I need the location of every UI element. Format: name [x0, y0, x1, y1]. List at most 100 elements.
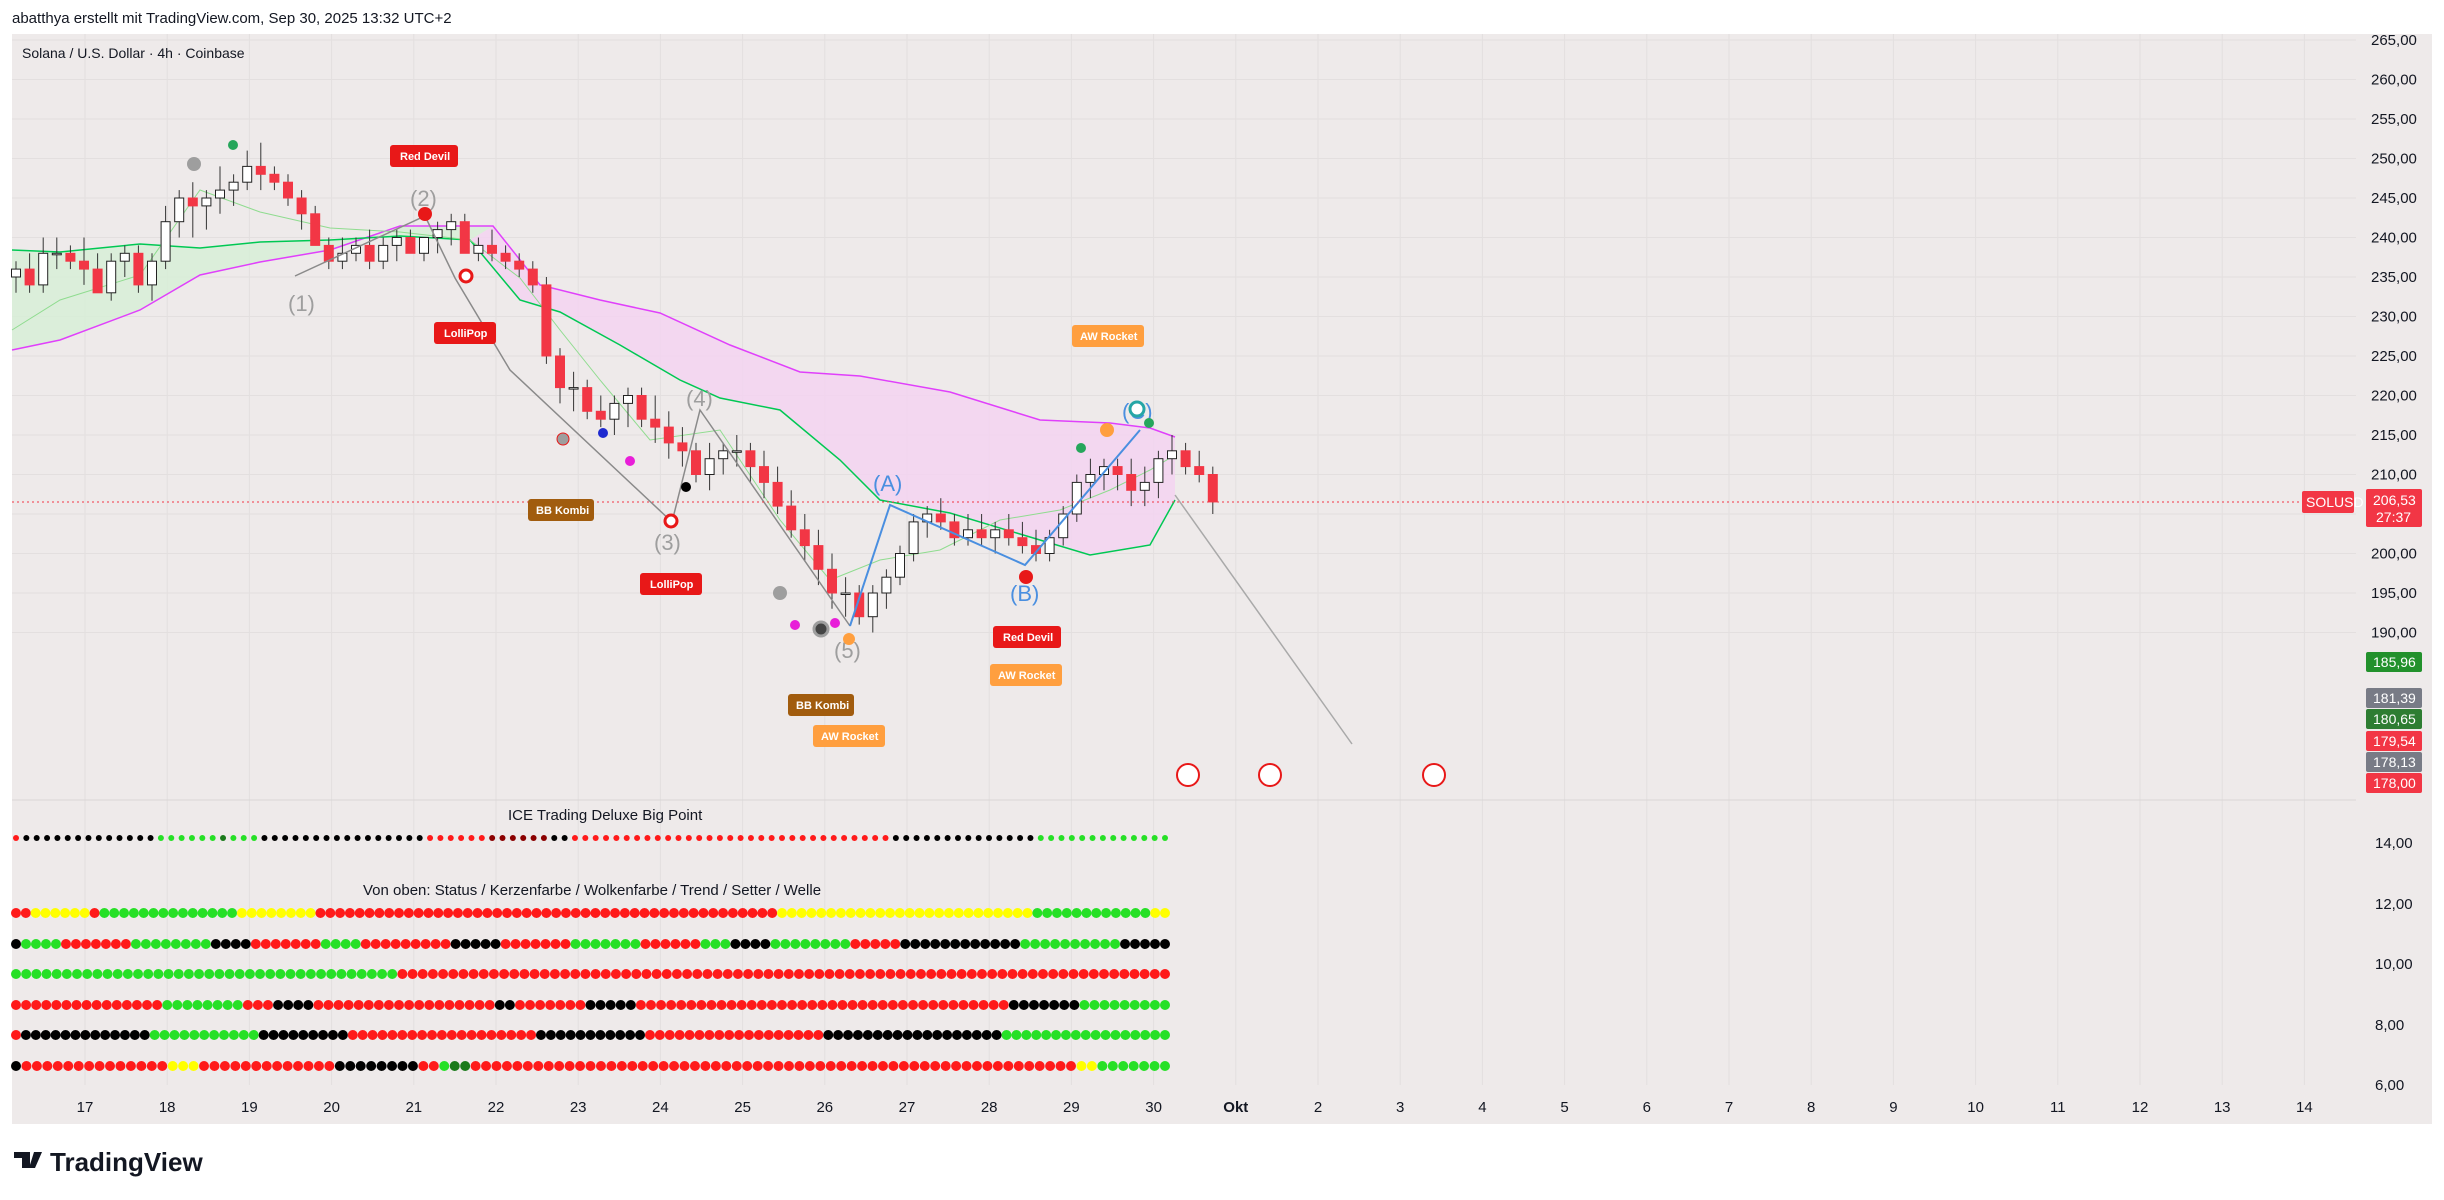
indicator-dot — [305, 969, 316, 979]
indicator-dot — [843, 1030, 854, 1040]
subpane-tick-label: 14,00 — [2375, 835, 2413, 852]
indicator-dot — [31, 1000, 42, 1010]
indicator-dot — [1070, 1030, 1081, 1040]
indicator-dot — [375, 835, 382, 841]
indicator-dot — [1034, 1061, 1045, 1071]
indicator-dot — [1118, 1061, 1129, 1071]
indicator-dot — [530, 835, 537, 841]
indicator-dot — [710, 1061, 721, 1071]
indicator-dot — [810, 835, 817, 841]
indicator-dot — [89, 908, 100, 918]
indicator-dot — [1150, 1030, 1161, 1040]
bullish-candle — [1153, 458, 1164, 483]
indicator-dot — [167, 1061, 178, 1071]
bearish-candle — [827, 568, 837, 594]
indicator-dot — [1097, 1061, 1108, 1071]
indicator-dot — [1002, 908, 1013, 918]
indicator-dot — [210, 939, 221, 949]
us-flag-event-icon[interactable] — [1422, 763, 1446, 787]
time-tick-label: 17 — [77, 1099, 94, 1116]
indicator-dot — [983, 908, 994, 918]
indicator-dot — [956, 969, 967, 979]
bearish-candle — [1180, 450, 1191, 468]
bullish-candle — [623, 395, 633, 404]
bearish-candle — [527, 268, 538, 286]
indicator-dot — [830, 835, 837, 841]
indicator-dot — [122, 969, 133, 979]
side-price-labels: 185,96 181,39 180,65 179,54 178,13 178,00 — [2366, 652, 2422, 793]
time-tick-label: 21 — [405, 1099, 422, 1116]
indicator-dot — [330, 939, 341, 949]
price-tick-label: 255,00 — [2371, 111, 2417, 128]
indicator-dot — [793, 969, 804, 979]
indicator-dot — [892, 1030, 903, 1040]
indicator-dot — [779, 835, 785, 841]
symbol-title: Solana / U.S. Dollar · 4h · Coinbase — [22, 45, 245, 61]
indicator-dot — [85, 835, 92, 841]
indicator-dot — [797, 1000, 808, 1010]
indicator-dot — [31, 1061, 42, 1071]
indicator-dot — [712, 969, 723, 979]
indicator-dot — [930, 1061, 941, 1071]
bullish-candle — [228, 181, 239, 191]
indicator-dot — [582, 835, 589, 841]
signal-label: BB Kombi — [536, 505, 589, 517]
indicator-dot — [847, 1000, 858, 1010]
indicator-dot — [116, 835, 123, 841]
indicator-dot — [570, 939, 581, 949]
indicator-dot — [1058, 969, 1069, 979]
indicator-dot — [428, 1061, 439, 1071]
indicator-dot — [590, 908, 601, 918]
indicator-dot — [564, 1061, 575, 1071]
wave-label-4: (4) — [686, 386, 713, 411]
indicator-dot — [496, 1030, 507, 1040]
indicator-dot — [986, 835, 993, 841]
indicator-dot — [678, 908, 689, 918]
indicator-dot — [148, 908, 159, 918]
indicator-dot — [682, 969, 693, 979]
indicator-dot — [60, 908, 71, 918]
indicator-dot — [880, 939, 891, 949]
bullish-candle — [419, 237, 429, 254]
indicator-dot — [1022, 908, 1033, 918]
indicator-dot — [489, 835, 496, 841]
indicator-dot — [40, 908, 51, 918]
bearish-candle — [269, 173, 280, 183]
indicator-dot — [613, 835, 620, 841]
indicator-dot — [95, 835, 102, 841]
indicator-dot — [870, 939, 881, 949]
indicator-dot — [1119, 1000, 1130, 1010]
indicator-dot — [973, 908, 984, 918]
indicator-dot — [540, 939, 551, 949]
indicator-dot — [504, 1000, 515, 1010]
indicator-dot — [644, 1030, 655, 1040]
current-price: 206,53 — [2373, 492, 2416, 508]
indicator-dot — [988, 1000, 999, 1010]
indicator-dot — [102, 969, 113, 979]
indicator-dot — [575, 1000, 586, 1010]
indicator-dot — [130, 939, 141, 949]
indicator-dot — [953, 908, 964, 918]
indicator-dot — [615, 1030, 626, 1040]
indicator-dot — [260, 939, 271, 949]
indicator-dot — [1048, 835, 1055, 841]
indicator-dot — [1099, 835, 1106, 841]
indicator-dot — [841, 835, 848, 841]
indicator-dot — [541, 908, 552, 918]
indicator-dot — [125, 1061, 136, 1071]
indicator-dot — [837, 1000, 848, 1010]
indicator-dot — [390, 939, 401, 949]
indicator-dot — [209, 1061, 220, 1071]
bullish-candle — [51, 252, 62, 256]
bearish-candle — [187, 197, 198, 207]
us-flag-event-icon[interactable] — [1176, 763, 1200, 787]
indicator-dot — [420, 939, 431, 949]
indicator-dot — [700, 939, 711, 949]
side-price-label: 178,13 — [2366, 752, 2422, 772]
indicator-dot — [885, 969, 896, 979]
indicator-dot — [282, 1061, 293, 1071]
marker-green-dot — [1144, 418, 1154, 428]
us-flag-event-icon[interactable] — [1258, 763, 1282, 787]
indicator-dot — [250, 939, 261, 949]
indicator-dot — [743, 969, 754, 979]
